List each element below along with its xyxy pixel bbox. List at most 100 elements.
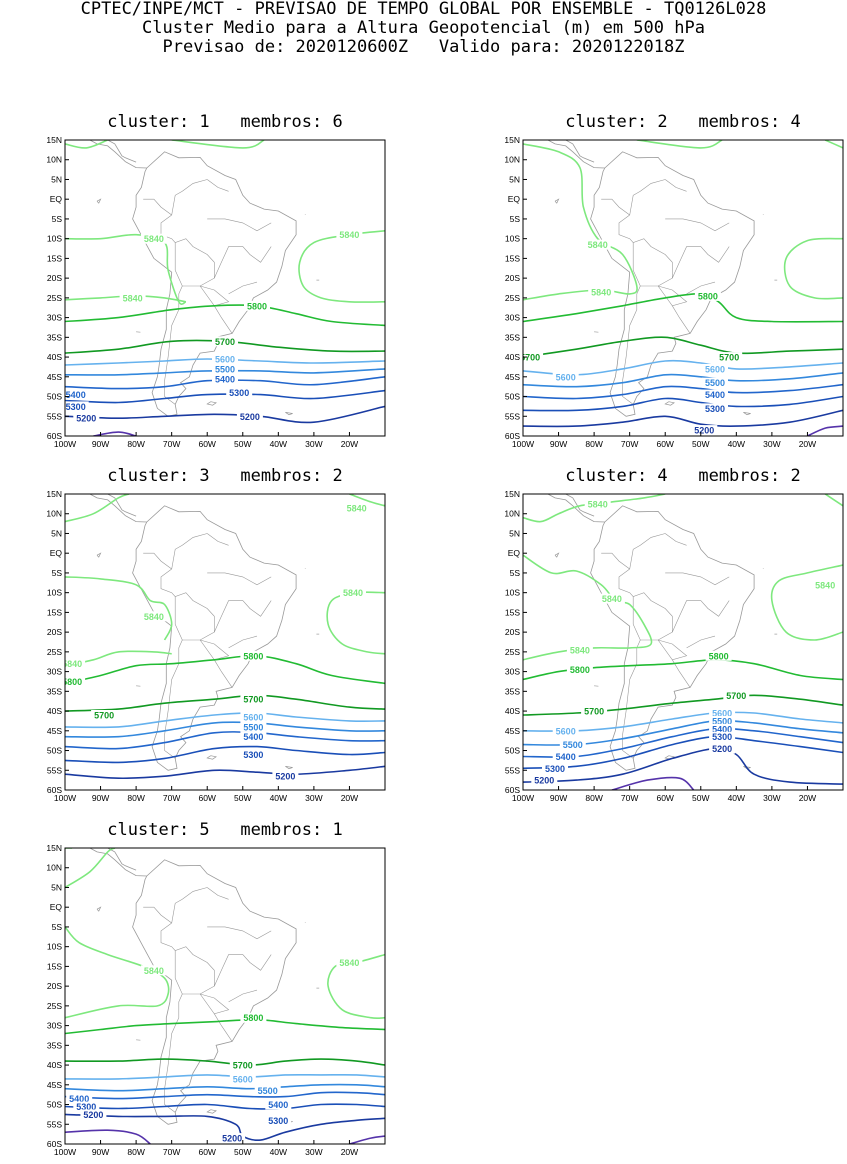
contour-label: 5700 — [726, 691, 746, 701]
lat-tick-label: 5S — [510, 568, 521, 578]
island — [207, 756, 216, 760]
lat-tick-label: 50S — [505, 392, 520, 402]
coastline — [133, 506, 297, 771]
lon-tick-label: 90W — [550, 793, 567, 803]
lon-tick-label: 40W — [270, 793, 287, 803]
country-border — [143, 553, 172, 569]
contour-label: 5700 — [719, 353, 739, 363]
lat-tick-label: 15N — [46, 489, 62, 499]
lat-tick-label: EQ — [508, 548, 521, 558]
contour-label: 5300 — [243, 750, 263, 760]
contour-line-5400 — [65, 732, 385, 749]
lat-tick-label: EQ — [50, 902, 63, 912]
lat-tick-label: 35S — [505, 686, 520, 696]
lon-tick-label: 70W — [621, 793, 638, 803]
contour-label: 5200 — [222, 1134, 242, 1144]
lat-tick-label: 45S — [505, 726, 520, 736]
country-border — [200, 640, 229, 660]
island — [555, 199, 559, 203]
country-border — [633, 239, 672, 286]
contour-line-5700 — [523, 337, 843, 357]
lat-tick-label: 30S — [505, 667, 520, 677]
contour-line-5100 — [807, 426, 843, 436]
lat-tick-label: 15S — [47, 961, 62, 971]
contour-line-5840 — [172, 140, 264, 148]
lat-tick-label: 55S — [47, 1119, 62, 1129]
lat-tick-label: 15S — [47, 607, 62, 617]
lat-tick-label: 55S — [47, 765, 62, 775]
lat-tick-label: 30S — [47, 313, 62, 323]
contour-label: 5500 — [258, 1086, 278, 1096]
lon-tick-label: 50W — [234, 439, 251, 449]
contour-line-5700 — [65, 1059, 385, 1065]
lat-tick-label: 10N — [46, 509, 62, 519]
lat-tick-label: 15N — [504, 135, 520, 145]
lon-tick-label: 70W — [621, 439, 638, 449]
country-border — [665, 219, 729, 231]
lon-tick-label: 20W — [341, 1147, 358, 1157]
lon-tick-label: 50W — [692, 793, 709, 803]
lat-tick-label: 5N — [51, 882, 62, 892]
lat-tick-label: EQ — [50, 194, 63, 204]
contour-label: 5200 — [275, 772, 295, 782]
lat-tick-label: 35S — [47, 1040, 62, 1050]
contour-label: 5840 — [144, 612, 164, 622]
lon-tick-label: 20W — [799, 793, 816, 803]
map-frame — [523, 140, 843, 436]
lon-tick-label: 30W — [763, 439, 780, 449]
island — [207, 1110, 216, 1114]
lat-tick-label: 45S — [47, 1080, 62, 1090]
country-border — [665, 180, 686, 192]
map-frame — [65, 494, 385, 790]
lat-tick-label: 15N — [504, 489, 520, 499]
lat-tick-label: EQ — [508, 194, 521, 204]
island — [97, 907, 101, 911]
lon-tick-label: 30W — [305, 1147, 322, 1157]
lon-tick-label: 60W — [656, 793, 673, 803]
coastline — [133, 860, 297, 1125]
country-border — [207, 888, 228, 900]
contour-label: 5600 — [556, 726, 576, 736]
lat-tick-label: 20S — [505, 273, 520, 283]
lon-tick-label: 70W — [163, 1147, 180, 1157]
contour-label: 5200 — [83, 1110, 103, 1120]
contour-label: 5400 — [268, 1100, 288, 1110]
contour-line-5840 — [299, 231, 385, 302]
country-border — [161, 923, 175, 951]
map-frame — [65, 140, 385, 436]
contour-label: 5500 — [243, 722, 263, 732]
lat-tick-label: 5N — [51, 174, 62, 184]
lat-tick-label: 30S — [47, 667, 62, 677]
contour-label: 5200 — [240, 412, 260, 422]
lat-tick-label: 40S — [47, 1060, 62, 1070]
contour-line-5200 — [523, 410, 843, 426]
island — [207, 402, 216, 406]
lon-tick-label: 100W — [54, 1147, 76, 1157]
country-border — [229, 990, 257, 1002]
lon-tick-label: 90W — [92, 793, 109, 803]
lat-tick-label: 50S — [47, 746, 62, 756]
contour-label: 5840 — [588, 499, 608, 509]
lat-tick-label: 15N — [46, 135, 62, 145]
contour-line-5840 — [785, 239, 843, 299]
lon-tick-label: 40W — [728, 793, 745, 803]
contour-label: 5700 — [584, 707, 604, 717]
lon-tick-label: 100W — [54, 793, 76, 803]
lat-tick-label: 20S — [47, 273, 62, 283]
lat-tick-label: 40S — [505, 706, 520, 716]
lon-tick-label: 90W — [92, 1147, 109, 1157]
contour-label: 5840 — [570, 645, 590, 655]
lat-tick-label: 35S — [47, 332, 62, 342]
contour-label: 5200 — [712, 744, 732, 754]
contour-line-5840 — [327, 592, 385, 654]
country-border — [672, 601, 729, 633]
country-border — [229, 636, 257, 648]
lon-tick-label: 30W — [305, 439, 322, 449]
coastline — [548, 140, 605, 168]
contour-label: 5200 — [76, 414, 96, 424]
header-line-2: Cluster Medio para a Altura Geopotencial… — [0, 19, 847, 38]
contour-label: 5800 — [243, 1013, 263, 1023]
contour-label: 5840 — [123, 293, 143, 303]
lon-tick-label: 100W — [512, 439, 534, 449]
